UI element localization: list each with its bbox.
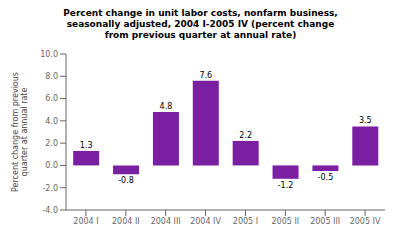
svg-text:2004 IV: 2004 IV: [190, 217, 221, 226]
svg-text:-1.2: -1.2: [278, 181, 294, 190]
svg-text:2005 III: 2005 III: [310, 217, 340, 226]
svg-text:2004 I: 2004 I: [73, 217, 98, 226]
html-text:Percent change in unit labor c: Percent change in unit labor costs, nonf…: [63, 8, 338, 18]
svg-text:2005 IV: 2005 IV: [350, 217, 381, 226]
svg-text:2.0: 2.0: [45, 139, 58, 148]
svg-text:8.0: 8.0: [45, 72, 58, 81]
svg-text:0.0: 0.0: [45, 161, 58, 170]
svg-text:3.5: 3.5: [359, 116, 372, 125]
html-text:seasonally adjusted, 2004 I-20: seasonally adjusted, 2004 I-2005 IV (per…: [66, 19, 335, 29]
svg-text:10.0: 10.0: [40, 50, 58, 59]
svg-text:2.2: 2.2: [239, 131, 252, 140]
svg-text:-0.8: -0.8: [118, 176, 134, 185]
svg-text:4.0: 4.0: [45, 117, 58, 126]
svg-text:-4.0: -4.0: [42, 206, 58, 215]
svg-text:2005 II: 2005 II: [272, 217, 300, 226]
svg-text:7.6: 7.6: [199, 71, 212, 80]
svg-text:1.3: 1.3: [80, 141, 93, 150]
svg-text:4.8: 4.8: [160, 102, 173, 111]
svg-text:Percent change from previousqu: Percent change from previousquarter at a…: [11, 72, 29, 192]
svg-text:6.0: 6.0: [45, 94, 58, 103]
html-text:from previous quarter at annua: from previous quarter at annual rate): [104, 30, 297, 40]
svg-text:-0.5: -0.5: [318, 173, 334, 182]
svg-text:2004 III: 2004 III: [151, 217, 181, 226]
svg-text:2004 II: 2004 II: [112, 217, 140, 226]
svg-text:-2.0: -2.0: [42, 184, 58, 193]
svg-text:2005 I: 2005 I: [233, 217, 258, 226]
